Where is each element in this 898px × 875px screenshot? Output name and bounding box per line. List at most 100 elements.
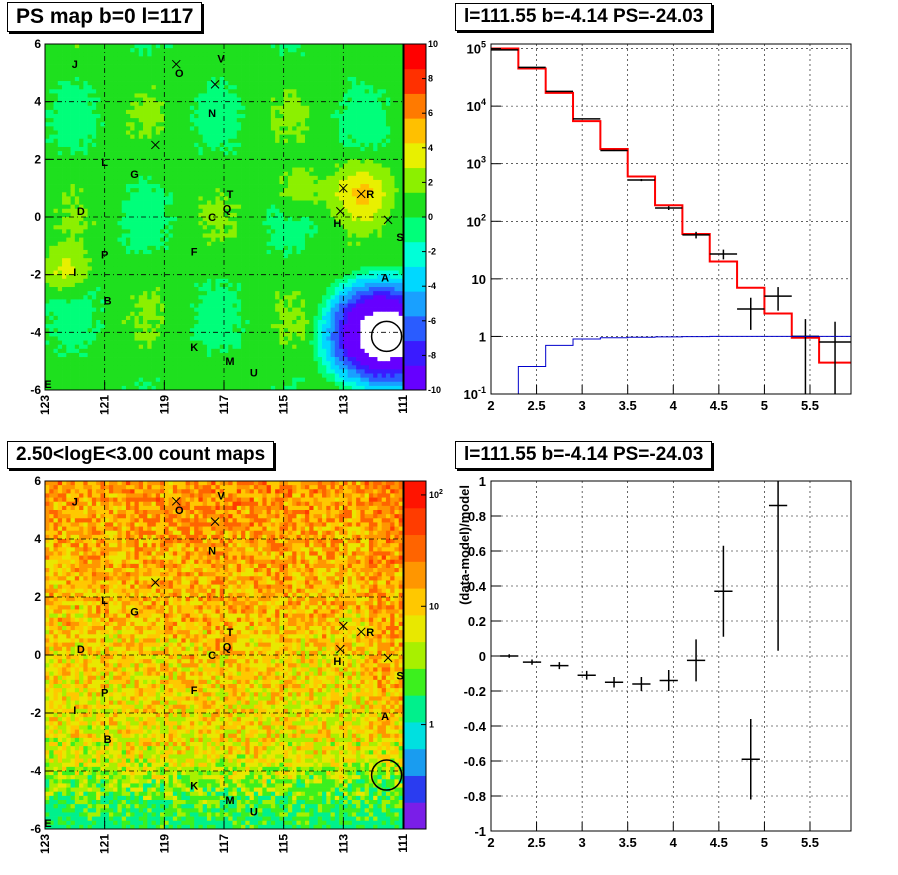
ps-map-cell: [279, 254, 285, 259]
ps-map-cell: [219, 192, 225, 197]
ps-map-cell: [172, 52, 178, 57]
ps-map-cell: [313, 89, 319, 94]
ps-map-cell: [117, 258, 123, 263]
ps-map-cell: [300, 200, 306, 205]
ps-map-cell: [45, 146, 50, 152]
ps-map-cell: [121, 134, 127, 140]
ps-map-cell: [130, 163, 135, 168]
ps-map-cell: [224, 225, 229, 230]
ps-map-cell: [172, 245, 178, 251]
ps-map-cell: [296, 155, 302, 160]
ps-map-cell: [300, 274, 306, 280]
ps-map-cell: [45, 196, 50, 201]
ps-map-cell: [275, 171, 280, 177]
ps-map-cell: [215, 93, 221, 98]
ps-map-cell: [160, 245, 165, 251]
ps-map-cell: [130, 76, 135, 82]
ps-map-cell: [143, 245, 148, 251]
ps-map-cell: [330, 196, 336, 201]
ps-map-cell: [96, 167, 101, 173]
ps-map-cell: [287, 68, 293, 74]
ps-map-cell: [202, 217, 208, 222]
ps-map-cell: [398, 167, 404, 173]
ps-map-cell: [287, 200, 293, 205]
ps-map-cell: [151, 93, 157, 98]
ps-map-cell: [270, 274, 276, 280]
ps-map-cell: [143, 93, 148, 98]
ps-map-cell: [49, 163, 54, 168]
ps-map-cell: [202, 287, 208, 292]
ps-map-cell: [241, 52, 246, 57]
ps-map-cell: [113, 101, 118, 107]
ps-map-cell: [262, 155, 267, 160]
ps-map-cell: [83, 287, 88, 292]
ps-map-cell: [356, 282, 361, 288]
ps-map-cell: [70, 85, 76, 90]
ps-map-cell: [266, 126, 272, 131]
ps-map-cell: [343, 270, 348, 276]
ps-map-cell: [49, 245, 54, 251]
ps-map-cell: [211, 122, 216, 127]
ps-map-cell: [130, 179, 135, 185]
ps-map-cell: [356, 212, 361, 218]
ps-map-cell: [151, 188, 157, 193]
ps-map-cell: [296, 93, 302, 98]
ps-map-cell: [249, 122, 255, 127]
ps-map-cell: [177, 122, 182, 127]
ps-map-cell: [70, 68, 76, 74]
ps-map-cell: [322, 179, 327, 185]
ps-map-cell: [300, 97, 306, 103]
ps-map-cell: [130, 93, 135, 98]
ps-map-cell: [249, 64, 255, 70]
ps-map-cell: [347, 217, 353, 222]
ps-map-cell: [287, 233, 293, 238]
ps-map-cell: [151, 146, 157, 152]
ps-map-cell: [313, 159, 319, 164]
ps-map-cell: [138, 196, 144, 201]
ps-map-cell: [108, 134, 114, 140]
ps-map-cell: [100, 114, 106, 119]
ps-map-cell: [125, 122, 131, 127]
ps-map-cell: [279, 68, 285, 74]
ps-map-cell: [322, 175, 327, 181]
ps-map-cell: [279, 134, 285, 140]
ps-map-cell: [292, 266, 297, 271]
ps-map-cell: [322, 138, 327, 144]
ps-map-cell: [398, 138, 404, 144]
ps-map-cell: [249, 262, 255, 267]
ps-map-cell: [360, 200, 365, 205]
ps-map-cell: [189, 196, 195, 201]
ps-map-cell: [390, 274, 395, 280]
ps-map-cell: [194, 200, 199, 205]
ps-map-cell: [364, 179, 370, 185]
ps-map-cell: [343, 179, 348, 185]
ps-map-cell: [125, 48, 131, 53]
ps-map-cell: [138, 134, 144, 140]
ps-map-cell: [368, 118, 374, 123]
ps-map-cell: [317, 254, 323, 259]
ps-map-cell: [70, 60, 76, 65]
ps-map-cell: [70, 270, 76, 276]
ps-map-cell: [385, 122, 391, 127]
ps-map-cell: [194, 159, 199, 164]
ps-map-cell: [62, 163, 67, 168]
ps-map-cell: [360, 89, 365, 94]
ps-map-cell: [356, 155, 361, 160]
ps-map-cell: [66, 130, 71, 135]
ps-map-cell: [381, 64, 387, 70]
ps-map-cell: [343, 60, 348, 65]
ps-map-cell: [100, 233, 106, 238]
ps-map-cell: [283, 89, 289, 94]
ps-map-cell: [322, 282, 327, 288]
ps-map-cell: [134, 146, 140, 152]
ps-map-cell: [87, 118, 93, 123]
ps-map-cell: [270, 76, 276, 82]
ps-map-cell: [117, 184, 123, 189]
ps-map-cell: [164, 249, 169, 255]
ps-map-cell: [211, 274, 216, 280]
ps-map-cell: [309, 225, 314, 230]
ps-map-cell: [130, 114, 135, 119]
ps-map-cell: [198, 229, 204, 234]
ps-map-cell: [100, 126, 106, 131]
